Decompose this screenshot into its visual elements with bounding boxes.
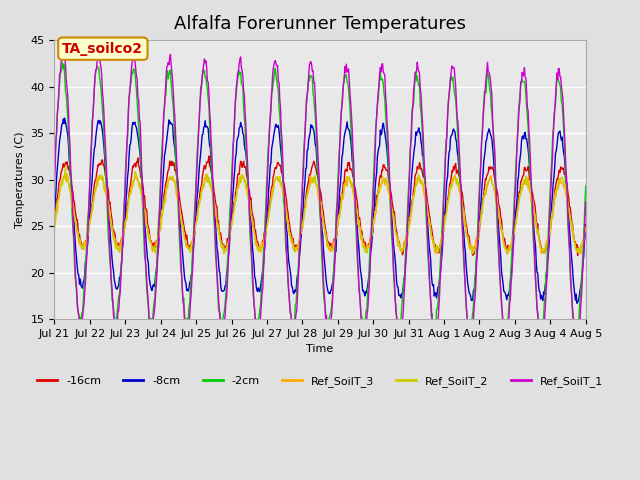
-2cm xyxy=(582,183,589,189)
-8cm xyxy=(573,300,580,306)
-8cm xyxy=(170,135,177,141)
Ref_SoilT_2 xyxy=(116,250,124,255)
Ref_SoilT_2 xyxy=(61,164,69,170)
-16cm xyxy=(385,176,393,182)
Line: -8cm: -8cm xyxy=(54,118,586,303)
-2cm xyxy=(59,60,67,66)
Ref_SoilT_1 xyxy=(582,199,589,205)
-2cm xyxy=(401,271,408,276)
-16cm xyxy=(51,215,58,221)
-2cm xyxy=(170,105,177,110)
-2cm xyxy=(61,74,68,80)
Ref_SoilT_2 xyxy=(582,226,589,232)
Ref_SoilT_3 xyxy=(60,174,68,180)
-16cm xyxy=(60,164,68,170)
-8cm xyxy=(401,274,408,279)
Text: TA_soilco2: TA_soilco2 xyxy=(62,42,143,56)
Ref_SoilT_1 xyxy=(401,281,408,287)
Legend: -16cm, -8cm, -2cm, Ref_SoilT_3, Ref_SoilT_2, Ref_SoilT_1: -16cm, -8cm, -2cm, Ref_SoilT_3, Ref_Soil… xyxy=(33,372,607,392)
-16cm xyxy=(582,224,589,229)
-16cm xyxy=(401,238,408,244)
Y-axis label: Temperatures (C): Temperatures (C) xyxy=(15,132,25,228)
Line: Ref_SoilT_1: Ref_SoilT_1 xyxy=(54,48,586,344)
Ref_SoilT_3 xyxy=(61,169,69,175)
-8cm xyxy=(385,176,393,182)
-2cm xyxy=(116,291,124,297)
Line: Ref_SoilT_3: Ref_SoilT_3 xyxy=(54,172,586,254)
-8cm xyxy=(198,141,205,146)
Ref_SoilT_2 xyxy=(385,188,393,194)
Ref_SoilT_2 xyxy=(198,190,205,196)
-8cm xyxy=(61,115,68,121)
Ref_SoilT_1 xyxy=(94,46,102,51)
Line: -2cm: -2cm xyxy=(54,63,586,337)
-16cm xyxy=(197,185,205,191)
Title: Alfalfa Forerunner Temperatures: Alfalfa Forerunner Temperatures xyxy=(174,15,466,33)
Ref_SoilT_1 xyxy=(385,162,393,168)
-16cm xyxy=(169,163,177,168)
-2cm xyxy=(198,86,205,92)
Ref_SoilT_2 xyxy=(170,176,177,181)
Ref_SoilT_1 xyxy=(198,81,205,86)
Ref_SoilT_1 xyxy=(116,296,124,302)
Line: Ref_SoilT_2: Ref_SoilT_2 xyxy=(54,167,586,254)
Ref_SoilT_3 xyxy=(401,238,408,243)
X-axis label: Time: Time xyxy=(307,344,333,354)
-16cm xyxy=(205,153,212,159)
-2cm xyxy=(572,334,580,340)
-8cm xyxy=(116,275,124,280)
Ref_SoilT_3 xyxy=(582,224,589,229)
Ref_SoilT_3 xyxy=(504,252,511,257)
-8cm xyxy=(582,221,589,227)
-8cm xyxy=(51,207,58,213)
Ref_SoilT_2 xyxy=(541,251,548,257)
-16cm xyxy=(574,252,582,258)
Line: -16cm: -16cm xyxy=(54,156,586,255)
Ref_SoilT_2 xyxy=(401,244,408,250)
-2cm xyxy=(51,170,58,176)
Ref_SoilT_2 xyxy=(51,227,58,233)
Ref_SoilT_3 xyxy=(116,244,124,250)
-16cm xyxy=(115,242,122,248)
Ref_SoilT_2 xyxy=(60,173,68,179)
-8cm xyxy=(60,120,68,126)
Ref_SoilT_3 xyxy=(385,192,393,197)
Ref_SoilT_3 xyxy=(170,176,177,181)
-2cm xyxy=(385,179,393,185)
Ref_SoilT_1 xyxy=(51,182,58,188)
Ref_SoilT_1 xyxy=(467,341,474,347)
Ref_SoilT_1 xyxy=(60,52,68,58)
Ref_SoilT_3 xyxy=(51,222,58,228)
Ref_SoilT_3 xyxy=(198,188,205,193)
Ref_SoilT_1 xyxy=(170,90,177,96)
